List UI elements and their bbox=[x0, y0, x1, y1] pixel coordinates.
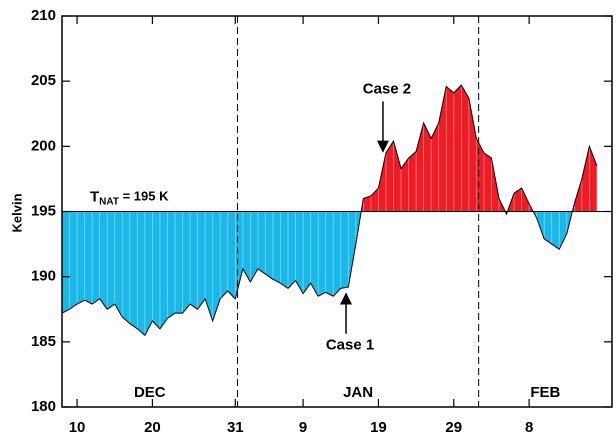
x-tick-label: 8 bbox=[525, 419, 533, 436]
annotation-text: Case 1 bbox=[326, 337, 374, 354]
annotation-text: Case 2 bbox=[363, 80, 411, 97]
x-tick-label: 29 bbox=[445, 419, 462, 436]
threshold-label-main: T bbox=[90, 188, 99, 205]
y-tick-label: 195 bbox=[31, 202, 56, 219]
y-tick-label: 205 bbox=[31, 72, 56, 89]
curve bbox=[61, 84, 598, 337]
area-above bbox=[62, 85, 597, 212]
x-tick-label: 10 bbox=[69, 419, 86, 436]
x-tick-label: 20 bbox=[144, 419, 161, 436]
month-label: JAN bbox=[343, 384, 373, 401]
y-tick-label: 200 bbox=[31, 137, 56, 154]
threshold-label-sub: NAT bbox=[99, 196, 119, 207]
month-label: FEB bbox=[530, 384, 560, 401]
y-tick-label: 185 bbox=[31, 333, 56, 350]
y-tick-label: 210 bbox=[31, 7, 56, 24]
y-tick-label: 180 bbox=[31, 398, 56, 415]
threshold-label-rest: = 195 K bbox=[119, 189, 169, 204]
x-tick-label: 19 bbox=[370, 419, 387, 436]
area-below bbox=[62, 211, 597, 336]
x-tick-label: 9 bbox=[299, 419, 307, 436]
month-label: DEC bbox=[134, 384, 166, 401]
threshold-label: TNAT = 195 K bbox=[90, 188, 169, 207]
y-tick-label: 190 bbox=[31, 268, 56, 285]
y-axis-label: Kelvin bbox=[9, 193, 24, 232]
x-tick-label: 31 bbox=[227, 419, 244, 436]
